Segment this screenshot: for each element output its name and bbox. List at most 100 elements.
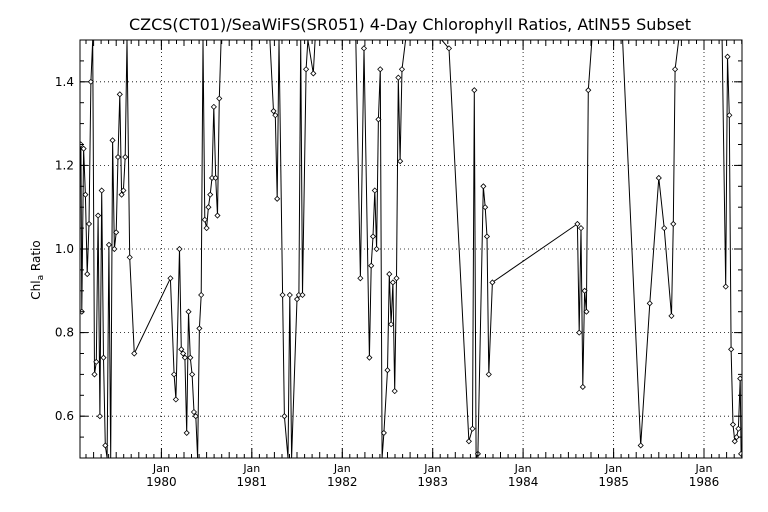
data-point-marker — [216, 95, 223, 102]
y-tick-label: 1.0 — [55, 242, 74, 256]
x-tick-month-label: Jan — [242, 462, 260, 475]
data-point-marker — [102, 442, 109, 449]
data-point-marker — [91, 371, 98, 378]
data-point-marker — [485, 371, 492, 378]
data-point-marker — [178, 346, 185, 353]
data-point-marker — [357, 275, 364, 282]
data-point-marker — [581, 287, 588, 294]
data-point-marker — [170, 371, 178, 378]
series-line — [80, 40, 742, 458]
data-point-marker — [205, 204, 212, 211]
x-tick-month-label: Jan — [152, 462, 170, 475]
data-point-marker — [118, 191, 125, 198]
data-point-marker — [585, 87, 592, 94]
data-point-marker — [84, 271, 91, 278]
data-point-marker — [445, 45, 453, 52]
data-point-marker — [105, 241, 113, 248]
data-point-marker — [85, 220, 93, 227]
data-series — [80, 40, 742, 458]
grid-lines — [80, 40, 742, 458]
data-point-marker — [126, 254, 133, 261]
data-point-marker — [672, 66, 679, 73]
data-point-marker — [483, 233, 491, 240]
chart-title: CZCS(CT01)/SeaWiFS(SR051) 4-Day Chloroph… — [129, 15, 691, 34]
data-point-marker — [380, 429, 387, 436]
y-tick-label: 1.2 — [55, 158, 74, 172]
data-point-marker — [373, 245, 380, 253]
data-point-marker — [293, 296, 301, 303]
data-point-marker — [389, 279, 396, 286]
data-point-marker — [281, 413, 288, 420]
data-point-marker — [180, 350, 187, 357]
data-point-marker — [646, 300, 653, 307]
data-point-marker — [465, 438, 472, 445]
data-point-marker — [375, 116, 382, 123]
data-point-marker — [95, 212, 102, 219]
data-point-marker — [371, 187, 378, 194]
x-tick-year-label: 1985 — [598, 475, 629, 489]
data-point-marker — [114, 153, 122, 161]
y-axis-label-rest: Ratio — [29, 240, 43, 275]
data-point-marker — [395, 74, 402, 81]
data-point-marker — [196, 325, 203, 332]
axis-ticks — [80, 39, 743, 459]
data-point-marker — [203, 225, 210, 232]
data-point-marker — [480, 183, 487, 190]
y-axis-label: Chla Ratio — [29, 240, 46, 299]
y-axis-label-main: Chl — [29, 280, 43, 299]
data-point-marker — [210, 103, 217, 110]
data-point-marker — [377, 66, 384, 73]
data-point-marker — [181, 354, 188, 361]
data-point-marker — [574, 220, 581, 227]
data-point-marker — [724, 53, 731, 60]
data-point-marker — [668, 312, 675, 319]
data-point-marker — [167, 275, 174, 282]
data-point-marker — [82, 191, 89, 198]
y-axis-label-subscript: a — [36, 275, 46, 281]
data-point-marker — [369, 233, 377, 240]
x-tick-year-label: 1986 — [689, 475, 720, 489]
y-tick-labels: 0.6 0.8 1.0 1.2 1.4 — [55, 75, 74, 423]
y-tick-label: 1.4 — [55, 75, 74, 89]
data-point-marker — [272, 112, 279, 119]
x-tick-month-label: Jan — [333, 462, 351, 475]
data-point-marker — [131, 350, 138, 357]
data-point-marker — [201, 216, 208, 223]
data-point-marker — [368, 262, 375, 269]
data-point-marker — [397, 158, 404, 165]
data-point-marker — [96, 413, 103, 420]
data-point-marker — [189, 371, 196, 378]
data-point-marker — [274, 195, 281, 202]
data-point-marker — [87, 78, 94, 85]
x-tick-year-label: 1980 — [146, 475, 177, 489]
data-point-marker — [310, 70, 317, 77]
data-point-marker — [98, 187, 105, 194]
data-point-marker — [386, 271, 393, 278]
data-point-marker — [190, 408, 198, 416]
data-point-marker — [93, 358, 100, 365]
data-point-marker — [577, 225, 585, 232]
data-point-marker — [738, 450, 742, 457]
data-point-marker — [360, 45, 368, 52]
data-point-marker — [384, 367, 391, 374]
data-point-marker — [100, 354, 107, 361]
data-point-marker — [398, 66, 406, 73]
data-point-marker — [187, 354, 194, 361]
data-point-marker — [286, 291, 293, 299]
data-point-marker — [579, 383, 586, 391]
data-point-marker — [80, 145, 87, 152]
data-point-marker — [214, 212, 221, 219]
data-point-marker — [726, 112, 733, 119]
data-point-marker — [471, 87, 478, 94]
data-point-marker — [198, 291, 205, 299]
data-point-marker — [735, 425, 742, 432]
x-tick-year-label: 1983 — [417, 475, 448, 489]
data-point-marker — [270, 107, 277, 115]
y-tick-label: 0.8 — [55, 326, 74, 340]
data-point-marker — [670, 220, 677, 227]
data-point-marker — [733, 434, 740, 441]
data-point-marker — [120, 187, 127, 194]
data-point-marker — [576, 329, 583, 336]
data-point-marker — [192, 413, 199, 420]
